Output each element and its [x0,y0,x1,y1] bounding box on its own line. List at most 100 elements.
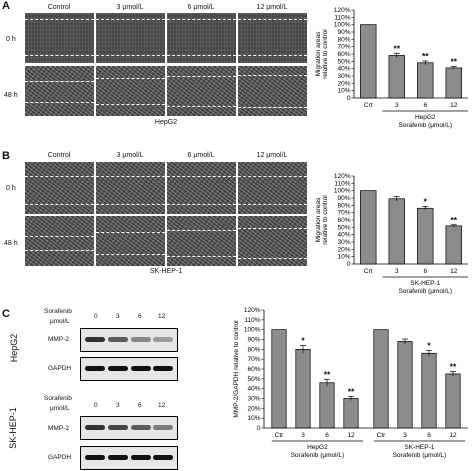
y-tick-label: 100% [334,188,351,195]
y-tick-label: 50% [337,224,350,231]
blot-dose-0: 0 [94,313,98,320]
y-tick-label: 10% [337,88,350,95]
y-tick-label: 90% [247,337,260,344]
group-label: SK-HEP-1 [404,444,434,451]
blot-band [108,366,128,371]
y-tick-label: 100% [244,327,261,334]
micrograph-a-control-48h [25,66,94,116]
y-tick-label: 20% [337,80,350,87]
y-tick-label: 0 [257,425,261,432]
blot-band [85,337,105,342]
bar [417,62,434,99]
y-axis-title-line1: Migration areas [315,197,322,243]
micrograph-a-6-48h [167,66,236,116]
panel-letter-c: C [2,308,10,320]
bar-chart-mmp2-expression: 0 10% 20% 30% 40% 50% 60% 70% 80% 90% 100% 110% 120%… [233,307,468,459]
micrograph-a-3-0h [96,13,165,63]
y-tick-label: 90% [337,29,350,36]
blot-band [153,425,173,430]
y-tick-label: 40% [337,66,350,73]
x-tick-label: Ctr [275,432,285,439]
bar [445,225,462,265]
micrograph-a-6-0h [167,13,236,63]
bar [445,67,462,99]
row-label-0h: 0 h [6,36,16,43]
x-tick-label: 6 [325,432,329,439]
cell-line-label-sk-hep-1: SK-HEP-1 [149,268,183,275]
blot-band [108,455,128,460]
column-label-6: 6 μmol/L [187,152,215,159]
y-tick-label: 30% [337,73,350,80]
blot-band-row-gapdh [80,357,178,381]
blot-row-label-gapdh: GAPDH [48,454,72,461]
y-tick-label: 50% [247,376,260,383]
x-axis-title: Sorafenib (μmol/L) [291,452,345,459]
micrograph-b-control-48h [25,216,94,266]
blot-row-label-mmp2: MMP-2 [48,425,69,432]
y-tick-label: 70% [247,356,260,363]
blot-dose-12: 12 [158,313,166,320]
y-axis-title-line2: relative to control [322,29,329,79]
blot-vertical-label: HepG2 [9,333,19,363]
y-tick-label: 110% [334,14,350,21]
blot-dose-6: 6 [138,313,142,320]
significance-marker: ** [450,361,457,371]
x-tick-label: Ctr [377,432,387,439]
micrograph-b-12-48h [238,216,307,266]
blot-band [108,337,128,342]
micrograph-a-3-48h [96,66,165,116]
significance-marker: * [427,340,431,350]
column-label-control: Control [47,4,71,11]
y-tick-label: 30% [337,239,350,246]
panel-letter-b: B [2,150,10,162]
y-tick-label: 0 [347,95,351,102]
significance-marker: ** [450,215,457,225]
blot-band [153,366,173,371]
y-tick-label: 70% [337,210,350,217]
panel-letter-a: A [2,0,10,12]
y-tick-label: 60% [337,51,350,58]
y-tick-label: 0 [347,261,351,268]
y-tick-label: 20% [247,405,260,412]
group-label: HepG2 [307,444,328,451]
y-tick-label: 20% [337,246,350,253]
micrograph-a-12-0h [238,13,307,63]
bar-chart-migration-sk-hep-1: 010%20%30%40%50%60%70%80%90%100%110%120%… [315,173,468,295]
column-label-3: 3 μmol/L [116,152,144,159]
x-axis-title: Sorafenib (μmol/L) [398,122,452,129]
x-axis-title: Sorafenib (μmol/L) [398,288,452,295]
bar [360,190,377,265]
x-tick-label: 12 [450,268,458,275]
x-tick-label: 3 [301,432,305,439]
y-tick-label: 70% [337,44,350,51]
bar [388,55,405,99]
blot-band [131,455,151,460]
blot-band [131,337,151,342]
bar [295,348,311,429]
bar [373,329,389,429]
y-tick-label: 120% [334,7,351,14]
blot-row-label-mmp2: MMP-2 [48,336,69,343]
y-tick-label: 50% [337,58,350,65]
x-tick-label: 12 [449,432,457,439]
blot-header-line1: Sorafenib [44,308,72,315]
column-label-12: 12 μmol/L [256,152,288,159]
y-tick-label: 30% [247,396,260,403]
bar [445,373,461,429]
micrograph-b-6-48h [167,216,236,266]
blot-band [131,425,151,430]
y-tick-label: 110% [244,317,260,324]
y-axis-title-line1: Migration areas [315,31,322,77]
x-tick-label: 3 [403,432,407,439]
significance-marker: ** [393,43,400,53]
y-tick-label: 100% [334,22,351,29]
blot-band-row-mmp2 [80,328,178,352]
row-label-48h: 48 h [4,240,18,247]
blot-band [85,425,105,430]
micrograph-b-12-0h [238,162,307,214]
y-tick-label: 90% [337,195,350,202]
y-axis-title: MMP-2/GAPDH relative to control [233,320,240,418]
significance-marker: ** [450,56,457,66]
y-tick-label: 120% [244,307,261,314]
column-label-3: 3 μmol/L [116,4,144,11]
